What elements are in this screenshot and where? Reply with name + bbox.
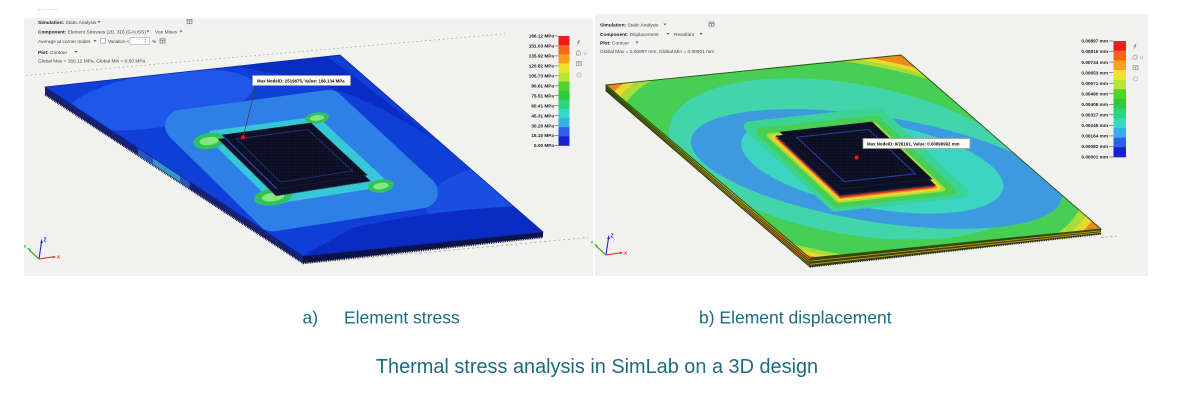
svg-text:b) Element displacement: b) Element displacement <box>699 308 892 328</box>
svg-text:Von Mises: Von Mises <box>155 30 178 36</box>
svg-text:0.00734 mm: 0.00734 mm <box>1081 60 1108 65</box>
svg-text:Component: Displacement: Component: Displacement <box>600 32 659 38</box>
svg-text:Z: Z <box>611 234 614 240</box>
svg-text:Variation <: Variation < <box>108 39 130 44</box>
svg-text:X: X <box>57 255 60 260</box>
svg-text:0.00164 mm: 0.00164 mm <box>1081 134 1108 139</box>
svg-text:0.00408 mm: 0.00408 mm <box>1081 102 1108 107</box>
svg-text:60.41 MPa: 60.41 MPa <box>531 103 554 108</box>
svg-text:45.31 MPa: 45.31 MPa <box>531 113 554 118</box>
svg-text:0.00816 mm: 0.00816 mm <box>1081 49 1108 54</box>
svg-text:90.61 MPa: 90.61 MPa <box>531 84 554 89</box>
svg-text:Resultant: Resultant <box>674 32 695 38</box>
svg-text:Average at corner nodes: Average at corner nodes <box>38 39 91 45</box>
svg-text:135.92 MPa: 135.92 MPa <box>529 54 555 59</box>
svg-text:30.20 MPa: 30.20 MPa <box>531 123 554 128</box>
svg-text:Z: Z <box>44 238 47 244</box>
svg-text:Component: Element Stresses (2: Component: Element Stresses (2D, 3D) (GA… <box>38 30 146 36</box>
svg-text:X: X <box>624 251 627 256</box>
svg-text:166.12 MPa: 166.12 MPa <box>529 34 555 39</box>
svg-text:Y: Y <box>591 240 594 245</box>
svg-text:0.00327 mm: 0.00327 mm <box>1081 113 1108 118</box>
svg-text:151.03 MPa: 151.03 MPa <box>529 44 555 49</box>
svg-text:Max NodeID: 2519675, Value: 16: Max NodeID: 2519675, Value: 166.134 MPa <box>257 78 345 83</box>
svg-text:Simulation: Static Analysis: Simulation: Static Analysis <box>600 23 659 29</box>
svg-text:0.00082 mm: 0.00082 mm <box>1081 144 1108 149</box>
svg-text:0.00897 mm: 0.00897 mm <box>1081 39 1108 44</box>
svg-text:Element stress: Element stress <box>344 308 460 328</box>
svg-text:Simulation: Static Analysis: Simulation: Static Analysis <box>38 20 97 26</box>
svg-text:Global Max = 0.00897 mm, Globa: Global Max = 0.00897 mm, Global Min = 0.… <box>600 49 714 55</box>
svg-text:Max NodeID: 9/26161, Value: 0.: Max NodeID: 9/26161, Value: 0.00896992 m… <box>867 141 960 146</box>
svg-text:0.00571 mm: 0.00571 mm <box>1081 81 1108 86</box>
svg-text:Plot: Contour: Plot: Contour <box>38 50 67 56</box>
svg-text:15.10 MPa: 15.10 MPa <box>531 133 554 138</box>
svg-text:Thermal stress analysis in Sim: Thermal stress analysis in SimLab on a 3… <box>376 356 818 378</box>
svg-text:U: U <box>1140 55 1143 60</box>
svg-text:Plot: Contour: Plot: Contour <box>600 41 629 47</box>
svg-text:0.00490 mm: 0.00490 mm <box>1081 91 1108 96</box>
svg-text:0.00245 mm: 0.00245 mm <box>1081 123 1108 128</box>
svg-text:0.00 MPa: 0.00 MPa <box>534 143 554 148</box>
svg-text:Y: Y <box>24 244 27 249</box>
svg-text:%: % <box>152 39 157 45</box>
svg-text:75.51 MPa: 75.51 MPa <box>531 93 554 98</box>
svg-text:U: U <box>584 51 587 56</box>
svg-text:a): a) <box>303 308 319 328</box>
svg-text:105.73 MPa: 105.73 MPa <box>529 74 555 79</box>
svg-text:Global Max = 166.12 MPa, Globa: Global Max = 166.12 MPa, Global Min = 0.… <box>38 59 146 65</box>
svg-text:120.82 MPa: 120.82 MPa <box>529 64 555 69</box>
svg-text:0.00001 mm: 0.00001 mm <box>1081 155 1108 160</box>
svg-text:0.00653 mm: 0.00653 mm <box>1081 70 1108 75</box>
